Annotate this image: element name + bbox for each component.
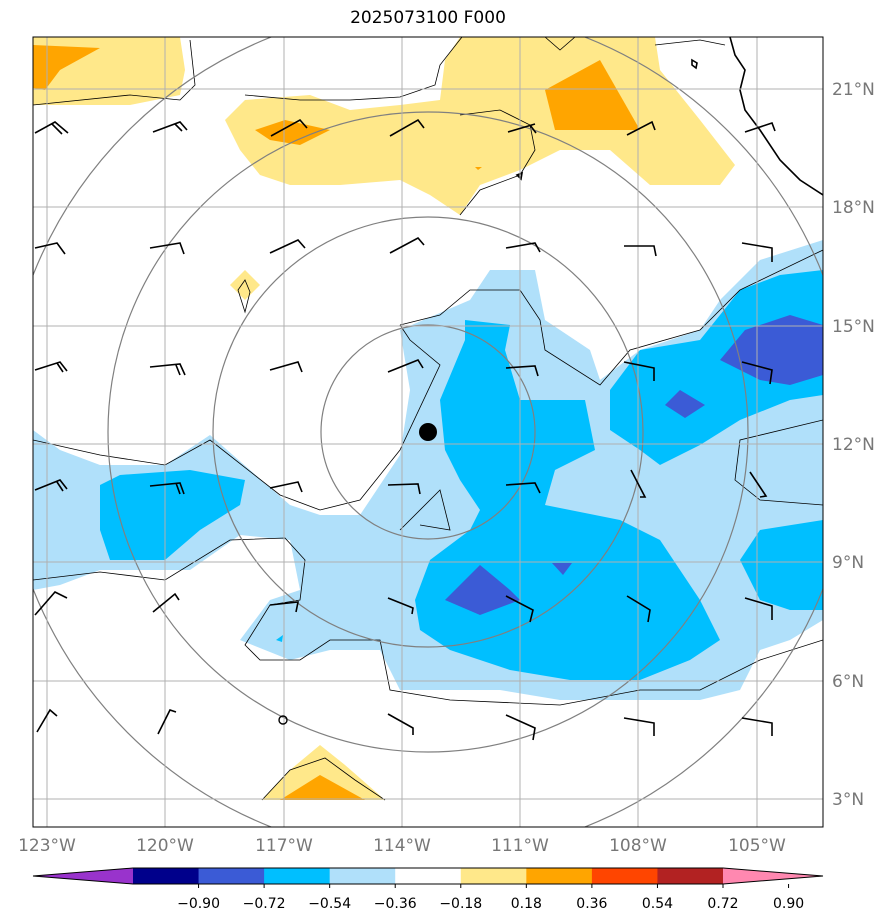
contour-lines xyxy=(33,37,823,801)
storm-center-marker xyxy=(419,423,437,441)
lat-label: 21°N xyxy=(832,80,875,100)
colorbar-tick-label: 0.18 xyxy=(511,896,542,912)
colorbar-tick-label: 0.54 xyxy=(642,896,673,912)
map-title: 2025073100 F000 xyxy=(350,8,506,28)
colorbar-segment xyxy=(591,868,658,884)
lon-label: 114°W xyxy=(373,836,431,856)
colorbar-tick-label: 0.36 xyxy=(576,896,607,912)
colorbar-segment xyxy=(133,868,200,884)
negative-anomaly-dark xyxy=(445,315,823,615)
longitude-labels: 123°W 120°W 117°W 114°W 111°W 108°W 105°… xyxy=(18,836,786,856)
colorbar-segment xyxy=(526,868,593,884)
lon-label: 117°W xyxy=(255,836,313,856)
map-area xyxy=(33,37,823,827)
map-frame xyxy=(32,36,824,828)
lat-label: 18°N xyxy=(832,198,875,218)
lon-label: 105°W xyxy=(728,836,786,856)
lat-label: 9°N xyxy=(832,553,864,573)
gridlines xyxy=(33,37,823,827)
colorbar-segment xyxy=(395,868,462,884)
positive-anomaly-orange xyxy=(33,45,640,800)
colorbar-segment xyxy=(329,868,396,884)
colorbar-extend-max xyxy=(723,868,823,884)
lat-label: 6°N xyxy=(832,672,864,692)
lat-label: 3°N xyxy=(832,790,864,810)
wind-barbs xyxy=(34,118,776,741)
lat-label: 15°N xyxy=(832,317,875,337)
colorbar-segment xyxy=(198,868,265,884)
colorbar-outline xyxy=(32,867,824,885)
colorbar-segment xyxy=(657,868,724,884)
colorbar-extend-min xyxy=(33,868,133,884)
lon-label: 111°W xyxy=(491,836,549,856)
colorbar-tick-label: 0.72 xyxy=(707,896,738,912)
lon-label: 123°W xyxy=(18,836,76,856)
lon-label: 120°W xyxy=(136,836,194,856)
colorbar-tick-label: −0.18 xyxy=(439,896,482,912)
colorbar: −0.90 −0.72 −0.54 −0.36 −0.18 0.18 0.36 0.54 0.7… xyxy=(32,867,824,912)
colorbar-segment xyxy=(460,868,527,884)
colorbar-segment xyxy=(264,868,331,884)
colorbar-tick-label: 0.90 xyxy=(773,896,804,912)
lon-label: 108°W xyxy=(609,836,667,856)
colorbar-tick-label: −0.72 xyxy=(243,896,286,912)
colorbar-tick-label: −0.90 xyxy=(177,896,220,912)
range-rings xyxy=(33,37,823,827)
lat-label: 12°N xyxy=(832,435,875,455)
latitude-labels: 21°N 18°N 15°N 12°N 9°N 6°N 3°N xyxy=(832,80,875,810)
colorbar-tick-label: −0.36 xyxy=(374,896,417,912)
colorbar-tick-label: −0.54 xyxy=(308,896,351,912)
